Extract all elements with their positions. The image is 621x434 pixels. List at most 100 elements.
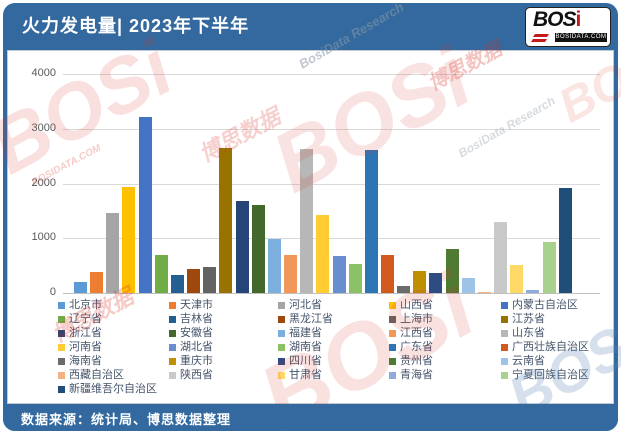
bar-海南省 bbox=[397, 286, 411, 293]
bosi-logo-accent: i bbox=[575, 8, 582, 31]
bar-四川省 bbox=[429, 273, 443, 293]
legend-label: 广东省 bbox=[400, 341, 433, 353]
legend-swatch-icon bbox=[501, 329, 508, 337]
legend-label: 山西省 bbox=[400, 299, 433, 311]
gridline-0 bbox=[63, 293, 600, 294]
bar-北京市 bbox=[74, 282, 87, 293]
legend-label: 海南省 bbox=[69, 355, 102, 367]
legend-item-内蒙古自治区: 内蒙古自治区 bbox=[501, 298, 613, 312]
legend-label: 广西壮族自治区 bbox=[512, 341, 589, 353]
legend-label: 湖北省 bbox=[180, 341, 213, 353]
legend-item-湖南省: 湖南省 bbox=[278, 340, 389, 354]
y-axis-tick-label: 0 bbox=[49, 286, 56, 298]
legend-label: 山东省 bbox=[512, 327, 545, 339]
bosi-logo-text: BOSi bbox=[533, 8, 582, 31]
legend-item-广西壮族自治区: 广西壮族自治区 bbox=[501, 340, 613, 354]
logo-stripe-icon bbox=[530, 39, 548, 42]
bar-江西省 bbox=[284, 255, 298, 293]
bar-河北省 bbox=[106, 213, 120, 293]
legend-swatch-icon bbox=[278, 371, 285, 379]
legend-label: 江苏省 bbox=[512, 313, 545, 325]
legend-item-河南省: 河南省 bbox=[58, 340, 169, 354]
bar-青海省 bbox=[526, 290, 540, 293]
legend-item-江苏省: 江苏省 bbox=[501, 312, 613, 326]
bar-上海市 bbox=[203, 267, 217, 293]
y-axis-tick-label: 2000 bbox=[31, 176, 56, 189]
bar-江苏省 bbox=[219, 148, 233, 293]
legend-item-海南省: 海南省 bbox=[58, 354, 169, 368]
legend-item-河北省: 河北省 bbox=[278, 298, 389, 312]
legend-label: 北京市 bbox=[69, 299, 102, 311]
legend-swatch-icon bbox=[278, 357, 285, 365]
legend-swatch-icon bbox=[169, 343, 176, 351]
legend-item-广东省: 广东省 bbox=[389, 340, 501, 354]
legend-item-贵州省: 贵州省 bbox=[389, 354, 501, 368]
y-axis-tick-label: 3000 bbox=[31, 121, 56, 134]
bar-安徽省 bbox=[251, 205, 265, 293]
legend-item-辽宁省: 辽宁省 bbox=[58, 312, 169, 326]
legend-label: 浙江省 bbox=[69, 327, 102, 339]
bar-云南省 bbox=[461, 278, 475, 293]
bosi-logo-site: BOSIDATA.COM bbox=[555, 33, 607, 42]
legend-swatch-icon bbox=[169, 301, 176, 309]
legend-label: 青海省 bbox=[400, 369, 433, 381]
legend-item-重庆市: 重庆市 bbox=[169, 354, 278, 368]
data-source-text: 数据来源：统计局、博思数据整理 bbox=[21, 412, 232, 427]
legend-label: 陕西省 bbox=[180, 369, 213, 381]
legend-label: 河南省 bbox=[69, 341, 102, 353]
legend-label: 福建省 bbox=[289, 327, 322, 339]
legend-swatch-icon bbox=[389, 343, 396, 351]
legend-item-山东省: 山东省 bbox=[501, 326, 613, 340]
legend-label: 宁夏回族自治区 bbox=[512, 369, 589, 381]
legend-item-福建省: 福建省 bbox=[278, 326, 389, 340]
legend-label: 河北省 bbox=[289, 299, 322, 311]
bar-广西壮族自治区 bbox=[380, 255, 394, 293]
legend-swatch-icon bbox=[58, 315, 65, 323]
legend-label: 四川省 bbox=[289, 355, 322, 367]
legend-swatch-icon bbox=[389, 371, 396, 379]
legend-swatch-icon bbox=[58, 357, 65, 365]
bar-福建省 bbox=[267, 239, 281, 293]
legend-swatch-icon bbox=[389, 301, 396, 309]
legend-label: 云南省 bbox=[512, 355, 545, 367]
logo-stripe-icon bbox=[532, 34, 550, 37]
legend-label: 新疆维吾尔自治区 bbox=[69, 383, 157, 395]
legend-label: 贵州省 bbox=[400, 355, 433, 367]
legend-swatch-icon bbox=[389, 357, 396, 365]
legend-label: 湖南省 bbox=[289, 341, 322, 353]
bar-贵州省 bbox=[445, 249, 459, 293]
legend-item-安徽省: 安徽省 bbox=[169, 326, 278, 340]
y-axis-tick-label: 1000 bbox=[31, 231, 56, 244]
legend-item-吉林省: 吉林省 bbox=[169, 312, 278, 326]
legend-item-黑龙江省: 黑龙江省 bbox=[278, 312, 389, 326]
legend-label: 上海市 bbox=[400, 313, 433, 325]
legend-item-湖北省: 湖北省 bbox=[169, 340, 278, 354]
legend-swatch-icon bbox=[501, 315, 508, 323]
legend-item-陕西省: 陕西省 bbox=[169, 368, 278, 382]
legend-label: 天津市 bbox=[180, 299, 213, 311]
gridline-4000 bbox=[63, 74, 600, 75]
bar-内蒙古自治区 bbox=[138, 117, 152, 293]
legend-swatch-icon bbox=[389, 315, 396, 323]
legend-item-西藏自治区: 西藏自治区 bbox=[58, 368, 169, 382]
chart-legend: 北京市 天津市 河北省 山西省 内蒙古自治区辽宁省 吉林省 黑龙江省 上海市 江苏省浙江省 安徽省… bbox=[8, 298, 613, 396]
bar-浙江省 bbox=[235, 201, 249, 293]
legend-swatch-icon bbox=[58, 385, 65, 393]
bar-山西省 bbox=[122, 187, 136, 293]
legend-item-天津市: 天津市 bbox=[169, 298, 278, 312]
legend-swatch-icon bbox=[58, 329, 65, 337]
legend-swatch-icon bbox=[169, 315, 176, 323]
legend-item-北京市: 北京市 bbox=[58, 298, 169, 312]
gridline-3000 bbox=[63, 128, 600, 130]
legend-swatch-icon bbox=[58, 371, 65, 379]
legend-label: 甘肃省 bbox=[289, 369, 322, 381]
legend-label: 辽宁省 bbox=[69, 313, 102, 325]
legend-swatch-icon bbox=[501, 301, 508, 309]
bar-重庆市 bbox=[413, 271, 427, 293]
legend-swatch-icon bbox=[169, 329, 176, 337]
legend-swatch-icon bbox=[169, 371, 176, 379]
bosi-logo: BOSi BOSIDATA.COM bbox=[525, 7, 611, 47]
bar-series bbox=[74, 74, 572, 293]
legend-item-浙江省: 浙江省 bbox=[58, 326, 169, 340]
bar-新疆维吾尔自治区 bbox=[558, 188, 572, 293]
